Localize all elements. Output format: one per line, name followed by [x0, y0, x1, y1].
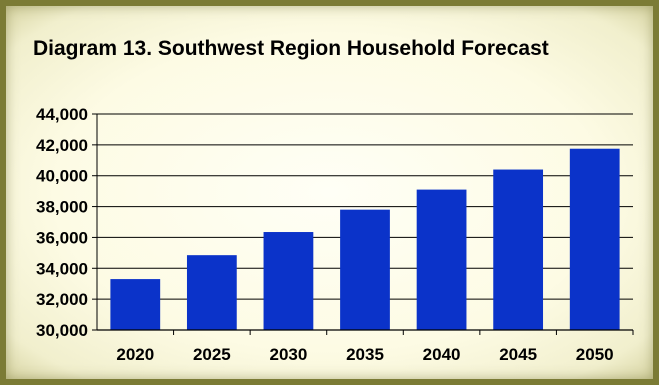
x-tick-label: 2025 [193, 345, 231, 364]
x-tick-label: 2045 [499, 345, 537, 364]
bar [110, 279, 161, 330]
bar [340, 209, 390, 330]
x-tick-label: 2035 [346, 345, 384, 364]
bar [569, 148, 620, 330]
y-tick-label: 42,000 [36, 136, 88, 155]
bar [186, 255, 237, 330]
y-tick-label: 34,000 [36, 259, 88, 278]
bar [416, 189, 467, 330]
x-tick-label: 2050 [576, 345, 614, 364]
y-tick-label: 30,000 [36, 321, 88, 340]
y-tick-label: 44,000 [36, 105, 88, 124]
y-tick-label: 38,000 [36, 198, 88, 217]
chart-title: Diagram 13. Southwest Region Household F… [33, 37, 549, 60]
y-tick-label: 36,000 [36, 228, 88, 247]
x-tick-label: 2020 [116, 345, 154, 364]
x-tick-label: 2030 [270, 345, 308, 364]
x-tick-label: 2040 [423, 345, 461, 364]
y-tick-label: 40,000 [36, 167, 88, 186]
bar [263, 232, 314, 330]
y-tick-label: 32,000 [36, 290, 88, 309]
bar [493, 169, 544, 330]
